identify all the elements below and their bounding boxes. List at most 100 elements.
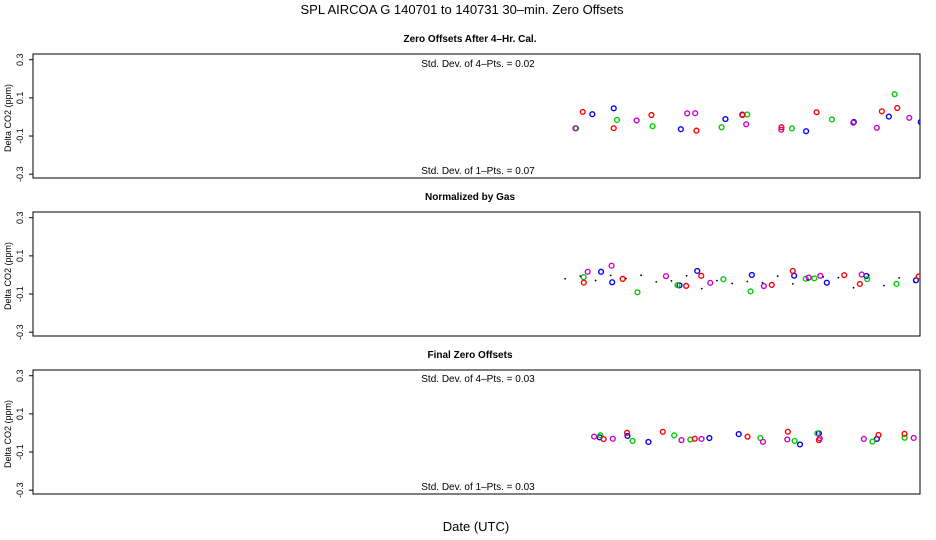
panel-1-title: Zero Offsets After 4–Hr. Cal.: [403, 34, 536, 45]
data-point: [746, 281, 748, 283]
y-tick-label: -0.1: [15, 128, 25, 144]
panel-1-annotation-bottom: Std. Dev. of 1–Pts. = 0.07: [421, 166, 535, 177]
data-point: [925, 273, 930, 278]
data-point: [895, 106, 900, 111]
data-point: [610, 275, 612, 277]
panel-1-annotation-top: Std. Dev. of 4–Pts. = 0.02: [421, 59, 535, 70]
data-point: [892, 92, 897, 97]
panel-1-ylabel: Delta CO2 (ppm): [3, 84, 13, 152]
data-point: [684, 283, 689, 288]
data-point: [785, 437, 790, 442]
data-point: [736, 432, 741, 437]
data-point: [761, 439, 766, 444]
data-point: [685, 111, 690, 116]
panel-1-plot: 0.3 0.1 -0.1 -0.3: [15, 53, 936, 182]
data-point: [792, 283, 794, 285]
data-point: [579, 275, 581, 277]
panel-2-ylabel: Delta CO2 (ppm): [3, 242, 13, 310]
data-point: [830, 117, 835, 122]
data-point: [870, 439, 875, 444]
data-point: [762, 282, 764, 284]
data-point: [611, 106, 616, 111]
data-point: [911, 436, 916, 441]
data-point: [650, 124, 655, 129]
data-point: [921, 439, 926, 444]
x-axis-label: Date (UTC): [443, 519, 509, 534]
data-point: [694, 128, 699, 133]
data-point: [804, 129, 809, 134]
data-point: [785, 429, 790, 434]
panel-3-annotation-top: Std. Dev. of 4–Pts. = 0.03: [421, 374, 535, 385]
data-point: [814, 110, 819, 115]
data-point: [861, 436, 866, 441]
data-point: [610, 280, 615, 285]
data-point: [707, 436, 712, 441]
data-point: [580, 110, 585, 115]
data-point: [918, 120, 923, 125]
data-point: [708, 280, 713, 285]
panel-3-frame: [33, 370, 920, 494]
data-point: [792, 439, 797, 444]
data-point: [693, 111, 698, 116]
y-tick-label: -0.1: [15, 286, 25, 302]
data-point: [886, 114, 891, 119]
data-point: [655, 281, 657, 283]
data-point: [649, 113, 654, 118]
panel-3-ylabel: Delta CO2 (ppm): [3, 400, 13, 468]
data-point: [883, 285, 885, 287]
data-point: [620, 277, 625, 282]
data-point: [723, 117, 728, 122]
panel-1-points: [573, 73, 936, 183]
data-point: [599, 269, 604, 274]
data-point: [671, 280, 673, 282]
data-point: [777, 275, 779, 277]
data-point: [595, 280, 597, 282]
data-point: [894, 281, 899, 286]
data-point: [818, 273, 823, 278]
y-tick-label: -0.1: [15, 444, 25, 460]
y-tick-label: 0.1: [15, 92, 25, 105]
y-tick-label: 0.3: [15, 369, 25, 382]
data-point: [611, 126, 616, 131]
y-tick-label: 0.3: [15, 53, 25, 66]
y-tick-label: 0.1: [15, 250, 25, 263]
data-point: [745, 112, 750, 117]
data-point: [699, 273, 704, 278]
data-point: [625, 278, 627, 280]
panel-3-plot: 0.30.1-0.1-0.3Jul 04Jul 09Jul 14Jul 19Ju…: [15, 369, 936, 519]
data-point: [640, 274, 642, 276]
data-point: [716, 280, 718, 282]
data-point: [719, 125, 724, 130]
data-point: [790, 126, 795, 131]
data-point: [769, 283, 774, 288]
data-point: [761, 284, 766, 289]
y-tick-label: -0.3: [15, 482, 25, 498]
data-point: [664, 274, 669, 279]
data-point: [592, 434, 597, 439]
data-point: [609, 263, 614, 268]
panel-2-title: Normalized by Gas: [425, 192, 515, 203]
data-point: [630, 439, 635, 444]
data-point: [744, 122, 749, 127]
y-tick-label: -0.3: [15, 166, 25, 182]
data-point: [865, 277, 870, 282]
y-tick-label: 0.3: [15, 211, 25, 224]
data-point: [585, 269, 590, 274]
data-point: [564, 278, 566, 280]
data-point: [695, 269, 700, 274]
data-point: [581, 275, 586, 280]
data-point: [879, 109, 884, 114]
data-point: [686, 275, 688, 277]
data-point: [824, 280, 829, 285]
y-tick-label: -0.3: [15, 324, 25, 340]
data-point: [853, 287, 855, 289]
data-point: [842, 273, 847, 278]
data-point: [610, 436, 615, 441]
data-point: [898, 277, 900, 279]
data-point: [721, 277, 726, 282]
data-point: [907, 115, 912, 120]
data-point: [837, 277, 839, 279]
data-point: [590, 112, 595, 117]
panel-3-annotation-bottom: Std. Dev. of 1–Pts. = 0.03: [421, 482, 535, 493]
